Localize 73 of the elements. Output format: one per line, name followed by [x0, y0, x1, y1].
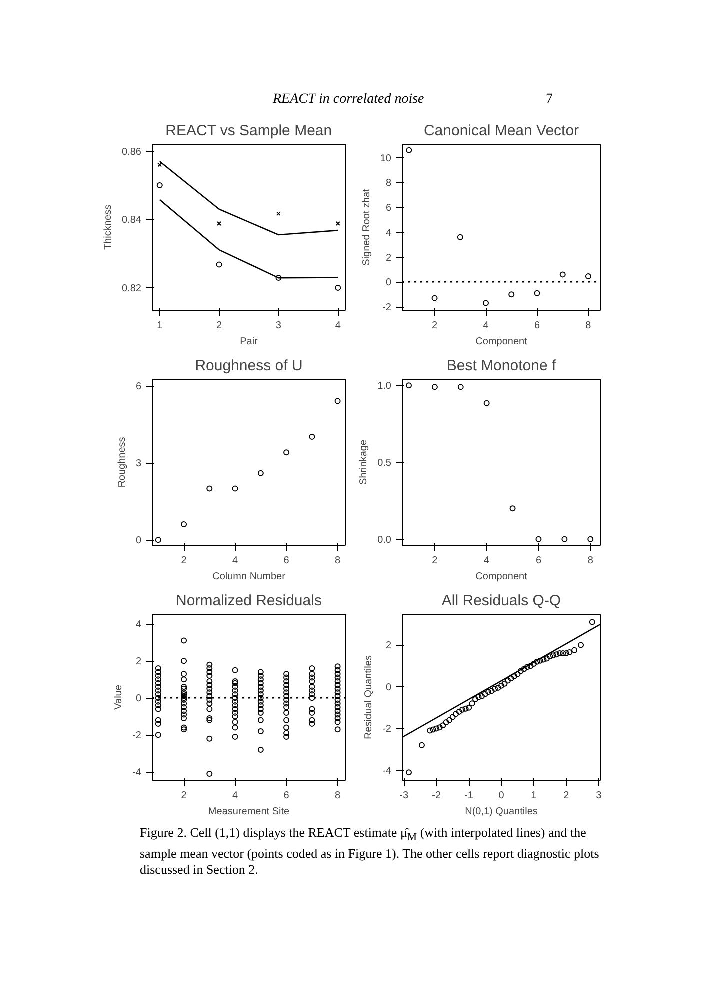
y-axis-title: Roughness [116, 437, 128, 488]
x-tick-label: 2 [564, 790, 570, 802]
y-tick-label: 2 [136, 656, 142, 668]
x-tick-label: 4 [335, 320, 342, 332]
chart-title: All Residuals Q-Q [442, 592, 562, 610]
y-tick-label: 4 [386, 228, 392, 239]
y-tick-label: 4 [136, 620, 142, 631]
x-tick-label: 0 [498, 790, 505, 802]
y-tick-label: 0.86 [122, 146, 142, 158]
y-tick-label: -4 [132, 768, 142, 779]
y-tick-label: -2 [132, 730, 142, 742]
y-tick-label: -2 [382, 302, 392, 314]
y-tick-label: -4 [382, 766, 392, 777]
y-tick-label: 0.84 [122, 215, 142, 226]
x-tick-label: 2 [181, 790, 188, 802]
x-tick-label: 2 [216, 320, 223, 332]
y-axis-title: Signed Root zhat [361, 188, 372, 266]
chart-title: Best Monotone f [446, 358, 557, 374]
x-tick-label: 2 [432, 320, 438, 332]
x-tick-label: 4 [483, 320, 490, 332]
text: REACT in correlated noise [273, 91, 424, 109]
x-tick-label: 1 [531, 790, 538, 802]
x-tick-label: 2 [432, 556, 438, 566]
x-tick-label: 2 [181, 556, 188, 566]
x-tick-label: 1 [157, 320, 164, 332]
y-axis-title: Thickness [103, 204, 114, 250]
y-axis-title: Residual Quantiles [364, 656, 375, 740]
x-axis-title: Column Number [212, 572, 286, 582]
x-axis-title: Component [476, 336, 528, 348]
x-tick-label: 4 [484, 556, 490, 566]
x-tick-label: -3 [400, 790, 410, 802]
x-tick-label: 4 [232, 790, 239, 802]
y-tick-label: 0.5 [378, 458, 392, 469]
x-axis-title: N(0,1) Quantiles [465, 806, 538, 818]
x-axis-title: Measurement Site [208, 806, 290, 818]
y-axis-title: Value [114, 684, 125, 710]
chart-title: Roughness of U [195, 358, 303, 374]
chart-title: REACT vs Sample Mean [166, 122, 332, 140]
chart-title: Canonical Mean Vector [424, 122, 580, 140]
x-tick-label: 3 [276, 320, 282, 332]
x-tick-label: 6 [284, 790, 290, 802]
x-tick-label: 3 [596, 790, 602, 802]
x-tick-label: -2 [432, 790, 442, 802]
x-tick-label: 8 [588, 556, 594, 566]
y-axis-title: Shrinkage [358, 440, 370, 486]
x-axis-title: Pair [240, 336, 259, 348]
chart-title: Normalized Residuals [176, 592, 322, 610]
x-tick-label: 6 [534, 320, 540, 332]
y-tick-label: 0 [386, 278, 392, 289]
y-tick-label: 0 [386, 682, 392, 694]
x-tick-label: -1 [464, 790, 474, 802]
y-tick-label: -2 [382, 724, 392, 736]
y-tick-label: 10 [380, 153, 392, 164]
x-tick-label: 6 [284, 556, 290, 566]
y-tick-label: 1.0 [378, 381, 392, 392]
text: 7 [546, 91, 553, 109]
caption: Figure 2. Cell (1,1) displays the REACT estimate μ̂$_{M}$ (with interpolated lines) and the sample mean vector (points coded as in Figure 1). The other cells report diagnostic plots discussed in Section 2. [140, 825, 600, 878]
y-tick-label: 0.82 [122, 283, 142, 294]
y-tick-label: 0.0 [378, 534, 392, 546]
y-tick-label: 0 [136, 694, 142, 705]
x-tick-label: 4 [232, 556, 239, 566]
y-tick-label: 2 [386, 640, 392, 652]
x-axis-title: Component [476, 572, 528, 582]
x-tick-label: 6 [536, 556, 542, 566]
x-tick-label: 8 [335, 556, 342, 566]
y-tick-label: 3 [136, 458, 142, 470]
y-tick-label: 2 [386, 252, 392, 264]
x-tick-label: 8 [335, 790, 342, 802]
y-tick-label: 0 [136, 536, 142, 547]
y-tick-label: 6 [136, 382, 142, 393]
x-tick-label: 8 [586, 320, 592, 332]
y-tick-label: 8 [386, 178, 392, 190]
y-tick-label: 6 [386, 203, 392, 214]
